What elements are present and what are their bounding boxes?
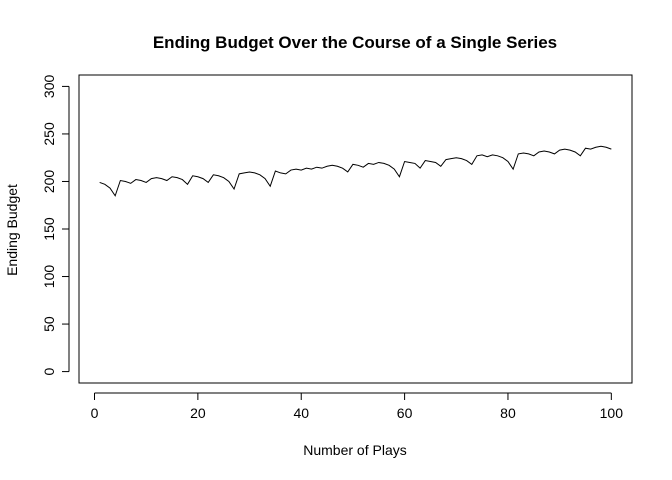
y-tick-label: 200 bbox=[41, 170, 57, 194]
y-tick-label: 250 bbox=[41, 122, 57, 146]
plot-area bbox=[78, 74, 633, 384]
x-tick-label: 80 bbox=[500, 405, 516, 421]
x-axis: 0 20 40 60 80 100 bbox=[91, 392, 624, 421]
x-tick-label: 60 bbox=[397, 405, 413, 421]
y-axis: 0 50 100 150 200 250 300 bbox=[41, 75, 70, 375]
y-tick-label: 150 bbox=[41, 217, 57, 241]
x-tick-label: 20 bbox=[190, 405, 206, 421]
y-tick-label: 50 bbox=[41, 316, 57, 332]
x-tick-label: 100 bbox=[600, 405, 624, 421]
chart-title: Ending Budget Over the Course of a Singl… bbox=[153, 33, 557, 52]
x-tick-label: 0 bbox=[91, 405, 99, 421]
y-tick-label: 300 bbox=[41, 75, 57, 99]
y-tick-label: 100 bbox=[41, 265, 57, 289]
x-axis-label: Number of Plays bbox=[303, 442, 406, 458]
series-line bbox=[99, 145, 612, 197]
x-tick-label: 40 bbox=[293, 405, 309, 421]
y-axis-label: Ending Budget bbox=[4, 184, 20, 276]
y-tick-label: 0 bbox=[41, 367, 57, 375]
